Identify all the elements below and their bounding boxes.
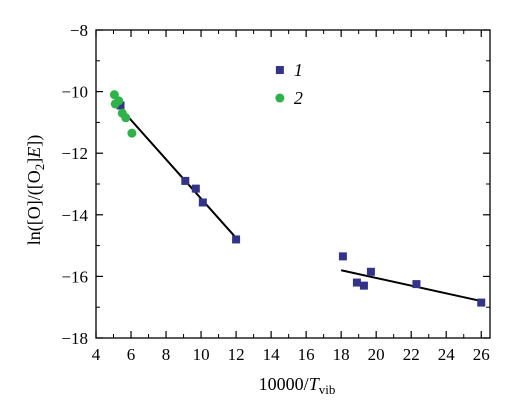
x-tick-label: 22: [403, 345, 420, 364]
x-tick-label: 6: [127, 345, 136, 364]
x-tick-label: 16: [298, 345, 315, 364]
series-2-point: [114, 96, 124, 106]
y-tick-label: −14: [61, 206, 88, 225]
y-tick-label: −16: [61, 267, 88, 286]
x-tick-label: 14: [263, 345, 281, 364]
series-1-point: [366, 267, 375, 276]
y-tick-label: −18: [61, 329, 88, 348]
x-tick-label: 8: [162, 345, 171, 364]
x-axis: 4 6 8 10 12 14 16 18 20 22 24 26: [92, 30, 490, 364]
y-tick-label: −10: [61, 83, 88, 102]
legend-label: 2: [294, 88, 303, 108]
legend: 12: [275, 60, 303, 108]
x-tick-label: 18: [333, 345, 350, 364]
series-1-point: [232, 235, 241, 244]
series-1-point: [359, 281, 368, 290]
series-1-point: [412, 280, 421, 289]
series-1-point: [338, 252, 347, 261]
x-tick-label: 12: [228, 345, 245, 364]
series-1-point: [477, 298, 486, 307]
fit-line: [340, 269, 482, 303]
x-axis-title: 10000/Tvib: [259, 374, 336, 397]
x-tick-label: 10: [193, 345, 210, 364]
data-points: [109, 90, 486, 307]
series-2-point: [121, 113, 131, 123]
series-2-point: [127, 128, 137, 138]
x-tick-label: 24: [438, 345, 456, 364]
series-1-point: [352, 278, 361, 287]
x-tick-label: 20: [368, 345, 385, 364]
fit-line: [114, 101, 237, 239]
fit-lines: [114, 101, 482, 303]
x-tick-label: 26: [473, 345, 490, 364]
series-1-point: [116, 101, 125, 110]
y-tick-label: −8: [70, 21, 88, 40]
y-axis-title: ln([O]/([O2]E]): [24, 135, 47, 245]
legend-label: 1: [294, 60, 303, 80]
series-1-point: [198, 198, 207, 207]
legend-marker-2: [275, 93, 285, 103]
y-tick-label: −12: [61, 144, 88, 163]
series-1-point: [191, 184, 200, 193]
series-1-point: [181, 176, 190, 185]
y-axis: −18 −16 −14 −12 −10 −8: [61, 21, 490, 348]
x-tick-label: 4: [92, 345, 101, 364]
legend-marker-1: [275, 66, 284, 75]
